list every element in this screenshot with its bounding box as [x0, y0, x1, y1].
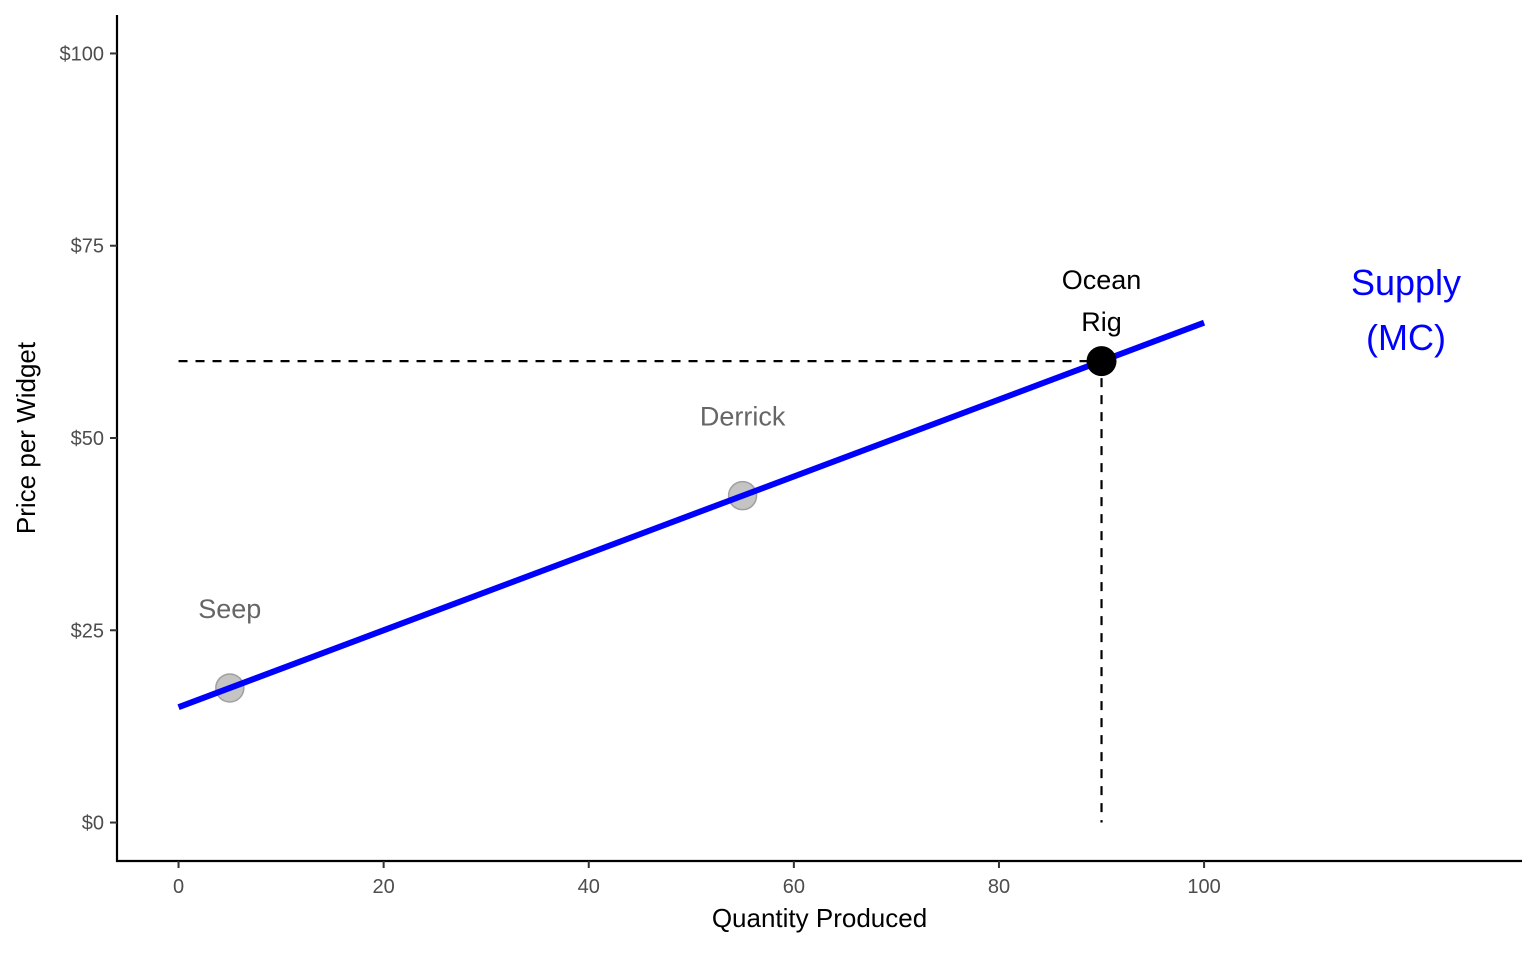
point-label-ocean-rig: Ocean	[1062, 265, 1142, 295]
point-label-ocean-rig: Rig	[1081, 307, 1122, 337]
y-tick-label: $50	[71, 428, 104, 450]
point-label-seep: Seep	[198, 594, 261, 624]
x-tick-label: 100	[1187, 876, 1220, 898]
y-axis-title: Price per Widget	[11, 341, 41, 534]
point-ocean-rig	[1086, 346, 1117, 377]
y-tick-label: $100	[60, 43, 105, 65]
x-tick-label: 0	[173, 876, 184, 898]
supply-label-line: (MC)	[1366, 317, 1446, 358]
point-label-derrick: Derrick	[700, 402, 786, 432]
x-tick-label: 20	[373, 876, 395, 898]
x-tick-label: 40	[578, 876, 600, 898]
y-tick-label: $25	[71, 620, 104, 642]
y-tick-label: $75	[71, 236, 104, 258]
supply-line	[177, 319, 1206, 710]
y-tick-label: $0	[82, 813, 104, 835]
supply-label-line: Supply	[1351, 262, 1461, 303]
x-tick-label: 60	[783, 876, 805, 898]
x-axis-title: Quantity Produced	[712, 903, 927, 933]
x-tick-label: 80	[988, 876, 1010, 898]
